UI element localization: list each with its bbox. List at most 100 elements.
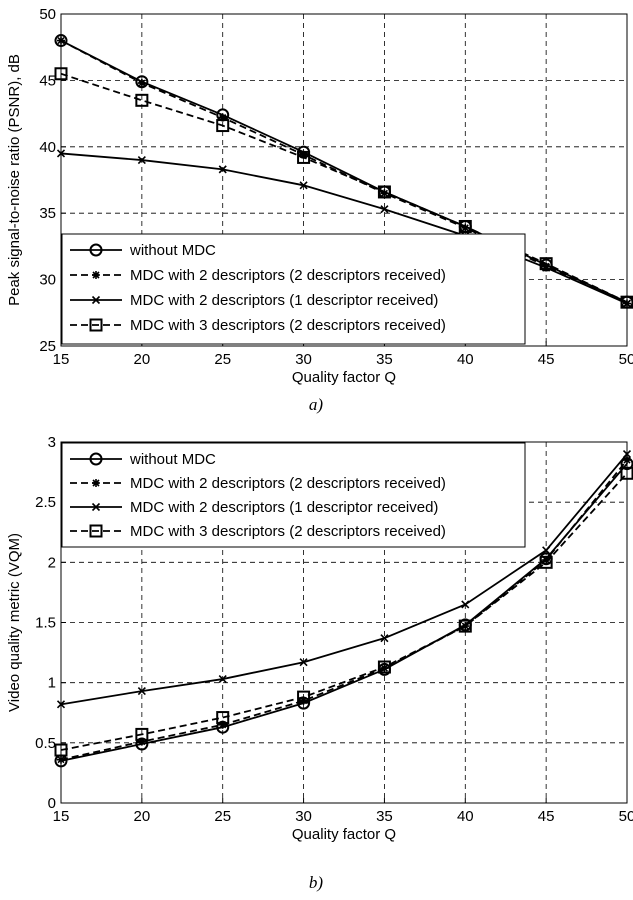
data-point xyxy=(458,219,472,233)
data-point xyxy=(137,156,146,165)
data-point xyxy=(135,727,149,741)
data-point xyxy=(461,223,470,232)
series-line xyxy=(60,39,628,303)
x-tick-label: 30 xyxy=(295,808,312,825)
x-tick-label: 15 xyxy=(53,351,70,368)
legend-label: MDC with 2 descriptors (2 descriptors re… xyxy=(130,475,446,492)
y-tick-label: 50 xyxy=(39,6,56,23)
data-point xyxy=(54,743,68,757)
data-point xyxy=(54,67,68,81)
x-tick-label: 45 xyxy=(538,808,555,825)
data-point xyxy=(380,189,389,198)
data-point xyxy=(297,690,311,704)
data-point xyxy=(218,720,227,729)
data-point xyxy=(299,696,308,705)
series-3 xyxy=(56,449,632,709)
chart-caption: b) xyxy=(309,873,324,892)
data-point xyxy=(299,181,308,190)
legend-marker xyxy=(89,318,103,332)
legend-label: MDC with 2 descriptors (1 descriptor rec… xyxy=(130,499,438,516)
chart-psnr: 15 20 25 30 35 40 45 50 25 30 35 40 45 50 Quality fac… xyxy=(6,6,633,414)
x-tick-label: 40 xyxy=(457,351,474,368)
legend: without MDC MDC with 2 descriptors (2 des… xyxy=(61,442,526,548)
y-tick-label: 30 xyxy=(39,272,56,289)
data-point xyxy=(135,75,149,89)
y-tick-label: 25 xyxy=(39,338,56,355)
data-point xyxy=(380,634,389,643)
x-tick-label: 40 xyxy=(457,808,474,825)
series-line xyxy=(60,463,628,762)
legend-marker xyxy=(91,502,101,512)
data-point xyxy=(299,150,308,159)
data-point xyxy=(218,674,227,684)
data-point xyxy=(135,93,149,107)
data-point xyxy=(622,449,632,459)
x-tick-label: 20 xyxy=(134,351,151,368)
x-axis-label: Quality factor Q xyxy=(292,369,396,386)
y-tick-label: 40 xyxy=(39,139,56,156)
legend-label: MDC with 2 descriptors (1 descriptor rec… xyxy=(130,292,438,309)
series-2 xyxy=(57,456,631,764)
data-point xyxy=(461,600,470,609)
x-tick-label: 50 xyxy=(619,808,633,825)
legend-marker xyxy=(89,243,103,257)
y-tick-label: 1 xyxy=(48,675,56,692)
legend-marker xyxy=(92,271,100,279)
chart-vqm: 15 20 25 30 35 40 45 50 0 0.5 1 1.5 2 2.5 3 Quality fa… xyxy=(6,434,633,892)
x-tick-label: 25 xyxy=(214,808,231,825)
y-tick-label: 35 xyxy=(39,205,56,222)
plot-frame xyxy=(60,13,628,347)
y-tick-label: 2 xyxy=(48,554,56,571)
legend-marker xyxy=(89,524,103,538)
data-point xyxy=(461,622,470,631)
y-tick-label: 2.5 xyxy=(35,494,56,511)
y-axis-label: Video quality metric (VQM) xyxy=(6,533,23,712)
y-tick-label: 0 xyxy=(48,795,56,812)
y-tick-label: 1.5 xyxy=(35,615,56,632)
data-point xyxy=(539,555,553,569)
x-tick-label: 20 xyxy=(134,808,151,825)
legend-marker xyxy=(91,295,101,305)
legend-label: MDC with 3 descriptors (2 descriptors re… xyxy=(130,523,446,540)
x-tick-label: 35 xyxy=(376,351,393,368)
series-line xyxy=(60,72,628,303)
data-point xyxy=(297,150,311,164)
data-point xyxy=(57,755,65,764)
x-tick-label: 25 xyxy=(214,351,231,368)
data-point xyxy=(377,185,391,199)
legend-box xyxy=(61,442,526,548)
data-point xyxy=(542,555,551,564)
data-point xyxy=(218,165,227,174)
data-point xyxy=(542,262,551,271)
data-point xyxy=(218,113,227,122)
data-point xyxy=(299,658,308,667)
legend-box xyxy=(61,233,526,345)
data-point xyxy=(137,687,146,696)
data-point xyxy=(380,205,389,214)
legend-marker xyxy=(89,452,103,466)
x-tick-label: 35 xyxy=(376,808,393,825)
data-point xyxy=(56,700,66,709)
legend-label: without MDC xyxy=(129,451,216,468)
y-tick-label: 3 xyxy=(48,434,56,451)
data-point xyxy=(54,34,68,48)
data-point xyxy=(216,711,230,725)
legend-label: MDC with 3 descriptors (2 descriptors re… xyxy=(130,317,446,334)
y-tick-label: 0.5 xyxy=(35,735,56,752)
x-tick-label: 15 xyxy=(53,808,70,825)
data-point xyxy=(57,36,65,45)
chart-caption: a) xyxy=(309,395,324,414)
data-point xyxy=(380,664,389,673)
legend-marker xyxy=(92,479,100,487)
data-point xyxy=(539,257,553,271)
y-tick-label: 45 xyxy=(39,72,56,89)
x-tick-label: 30 xyxy=(295,351,312,368)
data-point xyxy=(623,456,631,465)
data-point xyxy=(377,660,391,674)
data-point xyxy=(56,149,66,158)
legend-label: without MDC xyxy=(129,242,216,259)
data-point xyxy=(458,619,472,633)
legend: without MDC MDC with 2 descriptors (2 des… xyxy=(61,233,526,345)
series-line xyxy=(60,152,628,305)
